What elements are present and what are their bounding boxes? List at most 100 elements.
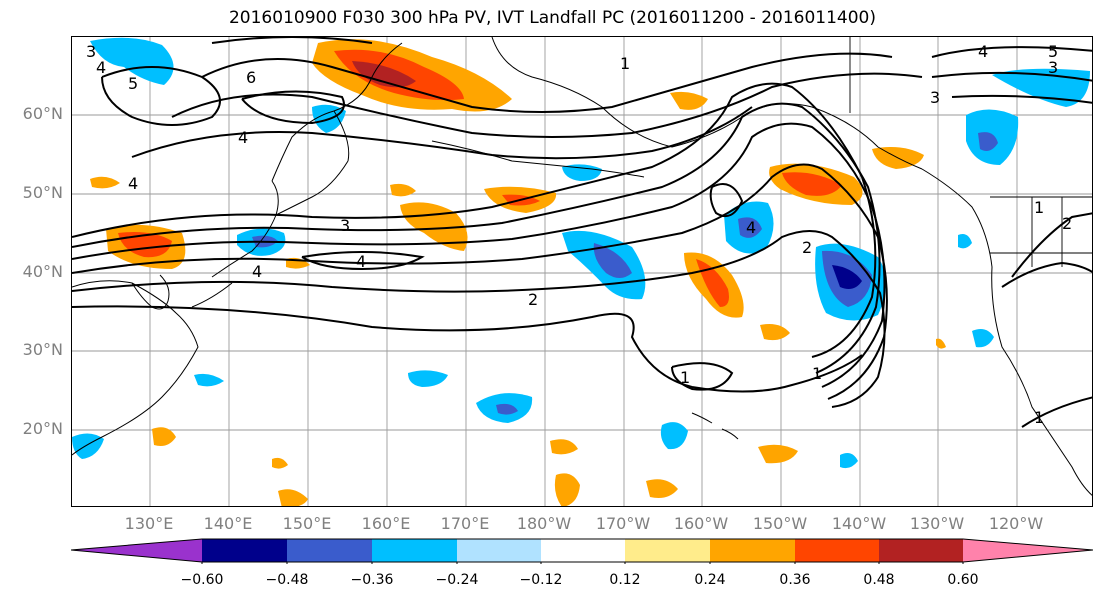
- contour-3: [72, 122, 886, 388]
- contour-label: 2: [528, 290, 538, 309]
- contour-label: 4: [96, 58, 106, 77]
- contour-11: [241, 90, 345, 125]
- contour-10: [101, 66, 221, 126]
- pos-blob-small-a: [390, 183, 416, 197]
- colorbar-segment: [541, 539, 625, 562]
- coast-kuril: [275, 160, 349, 216]
- colorbar-segment-under: [71, 539, 202, 562]
- pos-blob-small-e: [936, 338, 946, 349]
- colorbar-segment: [372, 539, 457, 562]
- neg-blob-south-3: [840, 453, 858, 469]
- contour-label: 3: [86, 42, 96, 61]
- neg-blob-sw: [72, 433, 104, 459]
- pv-contours: [72, 37, 1092, 428]
- map-panel: 3 4 5 6 4 4 4 3 4 2 1 1 1 2 1 5 4 3 2 1 …: [71, 36, 1093, 507]
- contour-18: [1021, 396, 1092, 428]
- contour-16: [931, 46, 1092, 104]
- neg-blob-south-1: [660, 422, 688, 450]
- pos-blob-small-d: [90, 176, 120, 189]
- pos-blob-south-b: [550, 439, 578, 455]
- neg-blob-hawaii-core: [496, 403, 518, 415]
- pos-blob-south-a: [152, 427, 176, 446]
- contour-2: [72, 102, 881, 374]
- lon-label-140w: 140°W: [831, 514, 887, 533]
- pos-blob-160e: [400, 202, 468, 251]
- lon-label-180w: 180°W: [516, 514, 572, 533]
- neg-blob-140w-deep: [832, 265, 862, 289]
- coast-alaska: [491, 37, 923, 170]
- contour-label: 4: [356, 252, 366, 271]
- coast-japan: [191, 180, 279, 308]
- neg-blob-dateline-core: [593, 243, 632, 278]
- colorbar-segment: [625, 539, 710, 562]
- lon-label-150e: 150°E: [282, 514, 332, 533]
- colorbar-svg: [70, 538, 1094, 566]
- pos-blob-south-f: [278, 489, 308, 506]
- lat-label-60n: 60°N: [22, 104, 63, 123]
- contour-label: 5: [1048, 42, 1058, 61]
- lon-label-130w: 130°W: [909, 514, 965, 533]
- lon-label-150w: 150°W: [752, 514, 808, 533]
- contour-17: [1001, 212, 1092, 288]
- lon-label-160e: 160°E: [361, 514, 411, 533]
- contour-14: [709, 183, 744, 217]
- colorbar-tick-label: 0.24: [694, 572, 726, 588]
- contour-label: 1: [1034, 198, 1044, 217]
- colorbar-segment: [795, 539, 879, 562]
- lat-label-30n: 30°N: [22, 340, 63, 359]
- coast-korea: [131, 274, 170, 310]
- colorbar-segment: [287, 539, 372, 562]
- contour-label: 1: [680, 368, 690, 387]
- neg-blob-small-2: [408, 370, 448, 387]
- lon-label-140e: 140°E: [203, 514, 253, 533]
- lat-label-50n: 50°N: [22, 183, 63, 202]
- coast-bc-us: [921, 168, 1092, 496]
- neg-blob-south-2: [972, 329, 994, 348]
- pos-blob-gulf-ak: [670, 91, 708, 110]
- contour-label: 4: [238, 128, 248, 147]
- contour-label: 1: [812, 364, 822, 383]
- colorbar-segment-over: [963, 539, 1093, 562]
- lat-label-40n: 40°N: [22, 262, 63, 281]
- contour-7: [201, 52, 893, 113]
- coastlines: [72, 37, 1092, 496]
- contour-labels: 3 4 5 6 4 4 4 3 4 2 1 1 1 2 1 5 4 3 2 1 …: [86, 42, 1072, 427]
- contour-label: 4: [252, 262, 262, 281]
- contour-6: [72, 305, 863, 393]
- contour-5: [72, 230, 886, 408]
- colorbar-segment: [879, 539, 963, 562]
- contour-label: 2: [802, 238, 812, 257]
- contour-9: [131, 106, 753, 160]
- neg-blob-nw: [90, 37, 174, 85]
- colorbar-tick-label: −0.36: [350, 572, 394, 588]
- colorbar-tick-label: 0.12: [609, 572, 641, 588]
- neg-blob-160w-core: [738, 217, 762, 238]
- pos-blob-small-c: [760, 324, 790, 341]
- pos-blob-south-e: [758, 444, 798, 464]
- lon-label-160w: 160°W: [673, 514, 729, 533]
- colorbar-segment: [202, 539, 287, 562]
- contour-label: 6: [246, 68, 256, 87]
- contour-label: 1: [620, 54, 630, 73]
- contour-label: 4: [128, 174, 138, 193]
- map-title: 2016010900 F030 300 hPa PV, IVT Landfall…: [228, 8, 876, 28]
- contour-13: [671, 362, 734, 391]
- neg-blob-small-3: [194, 373, 224, 387]
- lat-label-20n: 20°N: [22, 419, 63, 438]
- neg-blob-bc-core: [978, 132, 998, 151]
- colorbar-segment: [710, 539, 795, 562]
- neg-blob-alaska-n: [992, 68, 1090, 107]
- colorbar-tick-label: 0.48: [863, 572, 895, 588]
- contour-label: 3: [1048, 58, 1058, 77]
- contour-label: 4: [978, 42, 988, 61]
- pos-blob-south-c: [554, 473, 580, 506]
- contour-label: 2: [1062, 214, 1072, 233]
- colorbar-tick-label: −0.12: [519, 572, 563, 588]
- contour-label: 5: [128, 74, 138, 93]
- pos-blob-japan-sea-core: [118, 232, 172, 258]
- colorbar-tick-label: 0.60: [947, 572, 979, 588]
- coast-hawaii: [691, 412, 739, 440]
- lon-label-130e: 130°E: [124, 514, 174, 533]
- contour-label: 1: [1034, 408, 1044, 427]
- colorbar-segment: [457, 539, 541, 562]
